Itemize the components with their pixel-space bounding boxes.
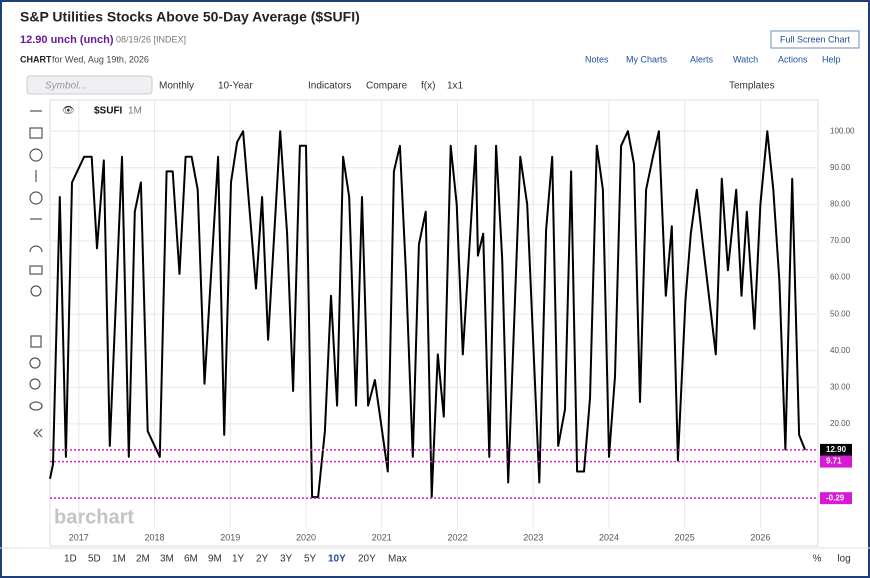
header-link[interactable]: Help <box>822 54 841 64</box>
tool-icon[interactable] <box>29 148 43 162</box>
fullscreen-label[interactable]: Full Screen Chart <box>780 34 851 44</box>
symbol-placeholder[interactable]: Symbol... <box>45 81 87 92</box>
x-tick-label: 2018 <box>145 532 165 542</box>
y-tick-label: 60.00 <box>830 273 851 282</box>
x-tick-label: 2019 <box>220 532 240 542</box>
legend-symbol: $SUFI <box>94 106 123 117</box>
fullscreen-button[interactable] <box>770 30 860 49</box>
tool-icon[interactable] <box>29 127 43 139</box>
period-button[interactable]: 20Y <box>358 554 376 565</box>
period-button[interactable]: 3Y <box>280 554 293 565</box>
tool-icon[interactable] <box>29 401 43 411</box>
period-button[interactable]: 1Y <box>232 554 245 565</box>
x-tick-label: 2021 <box>372 532 392 542</box>
header-link[interactable]: Alerts <box>690 54 714 64</box>
period-button[interactable]: 2Y <box>256 554 269 565</box>
reference-label-box <box>820 492 852 505</box>
period-button[interactable]: 9M <box>208 554 222 565</box>
y-tick-label: 30.00 <box>830 382 851 391</box>
tool-icon[interactable] <box>30 335 42 348</box>
toolbar-item[interactable]: 10-Year <box>218 81 253 92</box>
period-button[interactable]: 1D <box>64 554 77 565</box>
y-tick-label: 20.00 <box>830 419 851 428</box>
symbol-box[interactable] <box>26 75 153 95</box>
period-button[interactable]: 5D <box>88 554 101 565</box>
price: 12.90 unch (unch) <box>20 34 114 46</box>
y-tick-label: 70.00 <box>830 236 851 245</box>
y-tick-label: 40.00 <box>830 346 851 355</box>
tool-icon[interactable] <box>29 378 41 390</box>
header-link[interactable]: Actions <box>778 54 808 64</box>
y-tick-label: 100.00 <box>830 126 855 135</box>
tool-icon[interactable] <box>29 245 43 253</box>
toolbar-item[interactable]: 1x1 <box>447 81 464 92</box>
percent-toggle[interactable]: % <box>813 554 822 565</box>
date: 08/19/26 [INDEX] <box>116 34 186 44</box>
reference-label: 12.90 <box>826 445 847 454</box>
period-button[interactable]: 3M <box>160 554 174 565</box>
templates[interactable]: Templates <box>729 81 775 92</box>
header-link[interactable]: Watch <box>733 54 758 64</box>
header-link[interactable]: My Charts <box>626 54 668 64</box>
toolbar-item[interactable]: Indicators <box>308 81 351 92</box>
reference-label-box <box>820 443 852 456</box>
legend-interval: 1M <box>128 106 142 117</box>
x-tick-label: 2026 <box>750 532 770 542</box>
y-tick-label: 90.00 <box>830 163 851 172</box>
data-line <box>49 130 807 499</box>
x-tick-label: 2022 <box>447 532 467 542</box>
period-button[interactable]: 5Y <box>304 554 317 565</box>
y-tick-label: 50.00 <box>830 309 851 318</box>
period-button[interactable]: 2M <box>136 554 150 565</box>
x-tick-label: 2020 <box>296 532 316 542</box>
toolbar-item[interactable]: Compare <box>366 81 408 92</box>
watermark: barchart <box>54 506 134 528</box>
toolbar-item[interactable]: Monthly <box>159 81 194 92</box>
tool-icon[interactable] <box>29 357 41 369</box>
y-tick-label: 80.00 <box>830 199 851 208</box>
log-toggle[interactable]: log <box>837 554 850 565</box>
reference-label-box <box>820 455 852 468</box>
plot-frame <box>49 99 819 547</box>
sidebar <box>29 110 43 438</box>
tool-icon[interactable] <box>29 265 43 275</box>
reference-label: -0.29 <box>826 493 845 502</box>
period-button[interactable]: 1M <box>112 554 126 565</box>
reference-label: 9.71 <box>826 457 842 466</box>
x-tick-label: 2024 <box>599 532 619 542</box>
header-link[interactable]: Notes <box>585 54 609 64</box>
x-tick-label: 2023 <box>523 532 543 542</box>
x-tick-label: 2025 <box>675 532 695 542</box>
tool-icon[interactable] <box>30 285 42 297</box>
chart-label: CHART <box>20 54 52 64</box>
legend-eye[interactable]: 👁 <box>62 106 75 117</box>
title: S&P Utilities Stocks Above 50-Day Averag… <box>20 9 360 25</box>
x-tick-label: 2017 <box>69 532 89 542</box>
toolbar-item[interactable]: f(x) <box>421 81 435 92</box>
period-button[interactable]: 6M <box>184 554 198 565</box>
tool-icon[interactable] <box>29 191 43 205</box>
period-button[interactable]: 10Y <box>328 554 346 565</box>
period-button[interactable]: Max <box>388 554 407 565</box>
chart-for: for Wed, Aug 19th, 2026 <box>52 54 149 64</box>
tool-icon[interactable] <box>33 428 43 438</box>
